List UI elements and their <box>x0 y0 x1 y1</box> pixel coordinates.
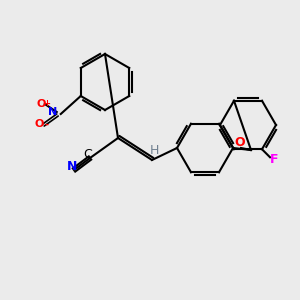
Text: N: N <box>48 107 57 117</box>
Text: F: F <box>270 153 278 166</box>
Text: H: H <box>149 143 159 157</box>
Text: -: - <box>45 120 49 130</box>
Text: O: O <box>36 99 45 109</box>
Text: C: C <box>84 148 92 161</box>
Text: +: + <box>43 98 50 107</box>
Text: N: N <box>67 160 77 173</box>
Text: O: O <box>235 136 245 149</box>
Text: O: O <box>34 119 44 129</box>
